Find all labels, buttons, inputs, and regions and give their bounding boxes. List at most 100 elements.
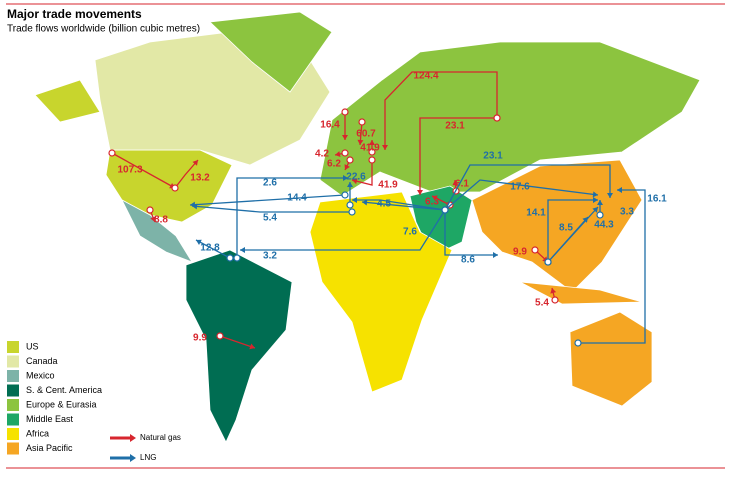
flow-arrowhead	[249, 343, 255, 350]
subtitle: Trade flows worldwide (billion cubic met…	[7, 24, 200, 35]
flow-arrowhead	[592, 191, 598, 198]
flow-label: 5.4	[535, 298, 549, 309]
flow-label: 23.1	[483, 151, 503, 162]
flow-origin	[146, 206, 154, 214]
flow-origin	[596, 211, 604, 219]
flow-origin	[348, 208, 356, 216]
flow-label: 14.1	[526, 208, 546, 219]
flow-arrowhead	[357, 139, 364, 145]
flow-line	[547, 199, 598, 262]
flow-line	[419, 117, 497, 195]
flow-origin	[341, 149, 349, 157]
flow-line	[384, 71, 498, 150]
flow-line	[189, 194, 346, 206]
flow-label: 7.6	[403, 227, 417, 238]
flow-arrowhead	[196, 239, 202, 245]
flow-origin	[226, 254, 234, 262]
flow-line	[444, 179, 599, 211]
flow-arrowhead	[344, 164, 350, 170]
flow-label: 3.3	[620, 207, 634, 218]
flow-arrowhead	[617, 187, 622, 193]
flow-label: 13.2	[190, 173, 210, 184]
flow-line	[195, 239, 231, 259]
flows: 107.3 13.2 8.8 9.9 16.4 60.7 4.26.2 41.9 41.9 124…	[108, 71, 667, 350]
flow-arrowhead	[352, 178, 358, 185]
flow-label: 16.4	[320, 120, 340, 131]
flow-arrowhead	[593, 197, 598, 203]
flow-label: 3.2	[263, 251, 277, 262]
flow-arrowhead	[362, 199, 368, 206]
flow-arrowhead	[550, 288, 557, 294]
flow-origin	[544, 258, 552, 266]
flow-arrowhead	[342, 135, 348, 140]
region-shape	[319, 41, 701, 197]
flow-label: 9.9	[513, 247, 527, 258]
legend-label: Canada	[26, 356, 58, 366]
legend-swatch	[7, 355, 19, 368]
title: Major trade movements	[7, 7, 142, 21]
flow-label: 17.6	[510, 182, 530, 193]
legend-label: Africa	[26, 428, 49, 438]
flow-label: 23.1	[445, 121, 465, 132]
flow-origin	[171, 184, 179, 192]
flow-arrowhead	[382, 145, 388, 150]
legend-swatch	[7, 428, 19, 440]
flow-arrowhead	[417, 190, 423, 195]
legend-label: Europe & Eurasia	[26, 399, 97, 409]
flow-label: 5.4	[263, 213, 277, 224]
flow-line	[236, 177, 348, 258]
flow-origin	[341, 108, 349, 116]
flow-arrowhead	[582, 217, 588, 223]
region-shape	[185, 249, 293, 443]
legend-label: LNG	[140, 453, 156, 462]
region-shape	[309, 191, 453, 393]
flow-label: 8.6	[461, 255, 475, 266]
flow-origin	[108, 149, 116, 157]
legend: US Canada Mexico S. & Cent. America Europe &…	[7, 341, 181, 462]
flow-line	[111, 152, 176, 189]
flow-line	[444, 164, 611, 211]
flow-line	[444, 210, 498, 256]
flow-arrowhead	[347, 182, 353, 187]
region-shape	[519, 281, 643, 305]
flow-line	[351, 160, 373, 186]
flow-arrowhead	[192, 160, 198, 166]
flow-label: 107.3	[117, 165, 142, 176]
flow-line	[240, 209, 446, 251]
flow-origin	[531, 246, 539, 254]
flow-origin	[358, 118, 366, 126]
flow-label: 4.2	[315, 149, 329, 160]
legend-label: Mexico	[26, 370, 55, 380]
region-shape	[209, 11, 333, 93]
legend-label: US	[26, 341, 39, 351]
flow-label: 6.3	[425, 197, 439, 208]
flow-label: 6.1	[455, 179, 469, 190]
flow-arrowhead	[592, 207, 598, 213]
flow-origin	[441, 206, 449, 214]
flow-label: 9.9	[193, 333, 207, 344]
flow-label: 41.9	[360, 143, 380, 154]
flow-arrowhead	[240, 247, 245, 253]
legend-label: Natural gas	[140, 433, 181, 442]
legend-label: Asia Pacific	[26, 443, 73, 453]
flow-arrowhead	[192, 203, 198, 210]
legend-swatch	[7, 370, 19, 382]
flow-label: 8.5	[559, 223, 573, 234]
flow-label: 41.9	[378, 180, 398, 191]
region-shape	[121, 199, 193, 263]
flow-arrowhead	[150, 216, 156, 222]
flow-origin	[346, 156, 354, 164]
flow-line	[361, 201, 446, 211]
flow-origin	[574, 339, 582, 347]
flow-line	[191, 205, 352, 213]
flow-label: 16.1	[647, 194, 667, 205]
flow-arrowhead	[597, 200, 603, 205]
flow-label: 14.4	[287, 193, 307, 204]
flow-line	[219, 335, 256, 349]
flow-arrowhead	[352, 197, 357, 203]
flow-line	[352, 199, 446, 211]
flow-label: 2.6	[263, 178, 277, 189]
legend-swatch	[7, 384, 19, 397]
flow-origin	[346, 201, 354, 209]
